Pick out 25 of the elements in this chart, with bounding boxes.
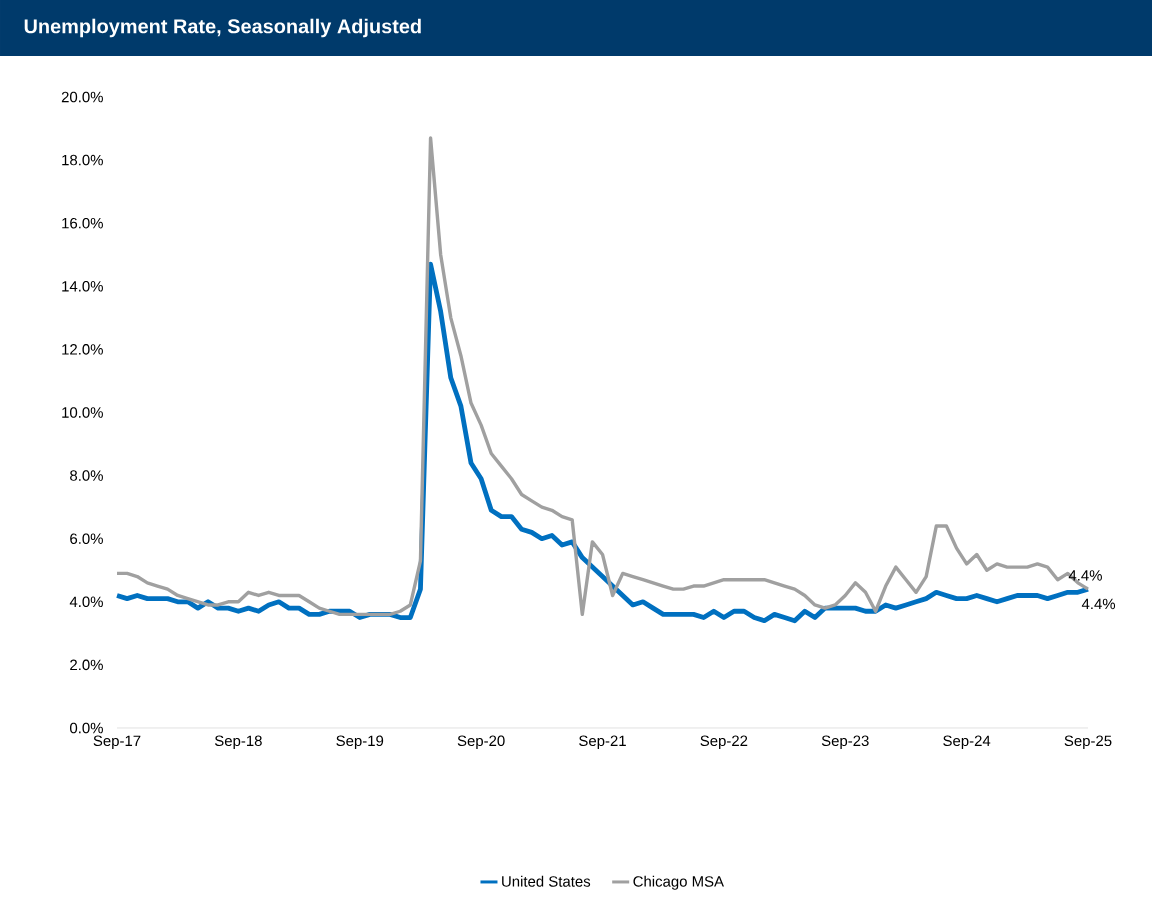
x-tick-label: Sep-17: [93, 735, 141, 750]
y-tick-label: 18.0%: [62, 154, 103, 166]
x-tick-label: Sep-23: [821, 735, 869, 750]
y-tick-label: 8.0%: [70, 470, 103, 481]
annotation: 4.4%: [1081, 598, 1116, 610]
x-tick-label: Sep-19: [336, 735, 384, 750]
legend-label: Chicago MSA: [633, 875, 724, 890]
x-tick-label: Sep-21: [579, 735, 626, 750]
y-tick-label: 12.0%: [62, 344, 103, 355]
y-tick-label: 10.0%: [62, 407, 103, 418]
x-tick-label: Sep-24: [943, 735, 991, 750]
x-tick-label: Sep-25: [1064, 735, 1112, 750]
y-tick-label: 20.0%: [61, 91, 103, 103]
x-tick-label: Sep-18: [214, 735, 262, 750]
x-tick-label: Sep-20: [457, 735, 505, 750]
y-tick-label: 6.0%: [70, 533, 103, 544]
y-tick-label: 2.0%: [70, 659, 103, 671]
chart-title: Unemployment Rate, Seasonally Adjusted: [24, 18, 421, 38]
y-tick-label: 0.0%: [70, 722, 103, 734]
x-tick-label: Sep-22: [700, 735, 748, 750]
annotation: 4.4%: [1068, 570, 1102, 581]
y-tick-label: 16.0%: [62, 217, 103, 229]
y-tick-label: 4.0%: [69, 596, 103, 608]
y-tick-label: 14.0%: [62, 280, 103, 292]
legend-label: United States: [502, 875, 591, 887]
